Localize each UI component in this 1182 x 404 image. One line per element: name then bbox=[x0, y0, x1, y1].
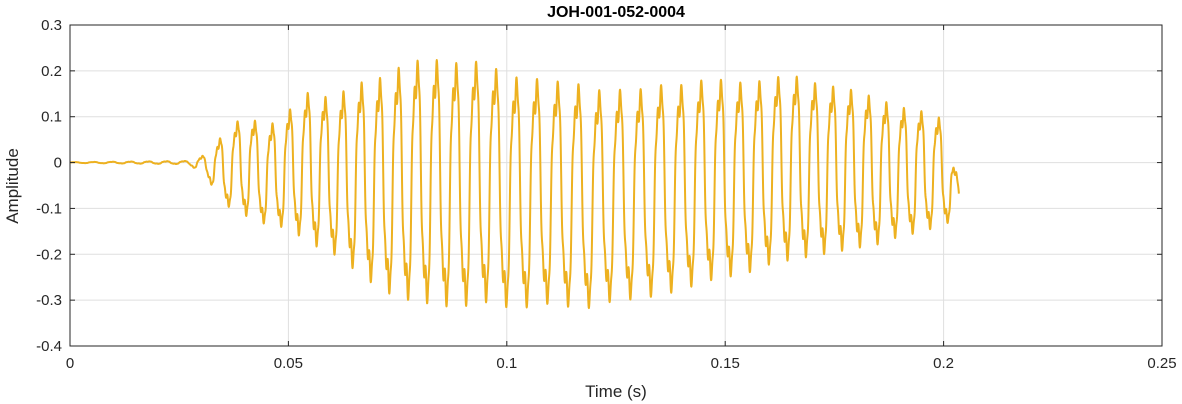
y-tick-label: -0.1 bbox=[36, 200, 62, 217]
x-axis-ticks: 0 0.05 0.1 0.15 0.2 0.25 bbox=[66, 25, 1177, 372]
y-tick-label: 0.3 bbox=[41, 17, 62, 34]
y-axis-ticks: 0.3 0.2 0.1 0 -0.1 -0.2 -0.3 -0.4 bbox=[36, 17, 1162, 355]
y-tick-label: -0.2 bbox=[36, 246, 62, 263]
y-tick-label: 0.2 bbox=[41, 63, 62, 80]
x-tick-label: 0.25 bbox=[1147, 355, 1176, 372]
y-axis-label: Amplitude bbox=[3, 148, 22, 224]
y-tick-label: 0 bbox=[54, 155, 62, 172]
x-tick-label: 0 bbox=[66, 355, 74, 372]
grid-lines bbox=[70, 25, 1162, 346]
y-tick-label: -0.3 bbox=[36, 292, 62, 309]
chart-title: JOH-001-052-0004 bbox=[547, 4, 685, 21]
y-tick-label: 0.1 bbox=[41, 109, 62, 126]
x-axis-label: Time (s) bbox=[585, 382, 647, 401]
x-tick-label: 0.15 bbox=[711, 355, 740, 372]
y-tick-label: -0.4 bbox=[36, 338, 62, 355]
x-tick-label: 0.1 bbox=[496, 355, 517, 372]
x-tick-label: 0.05 bbox=[274, 355, 303, 372]
waveform-line bbox=[69, 59, 960, 310]
plot-area bbox=[69, 59, 960, 310]
x-tick-label: 0.2 bbox=[933, 355, 954, 372]
axes-frame bbox=[69, 24, 1163, 347]
